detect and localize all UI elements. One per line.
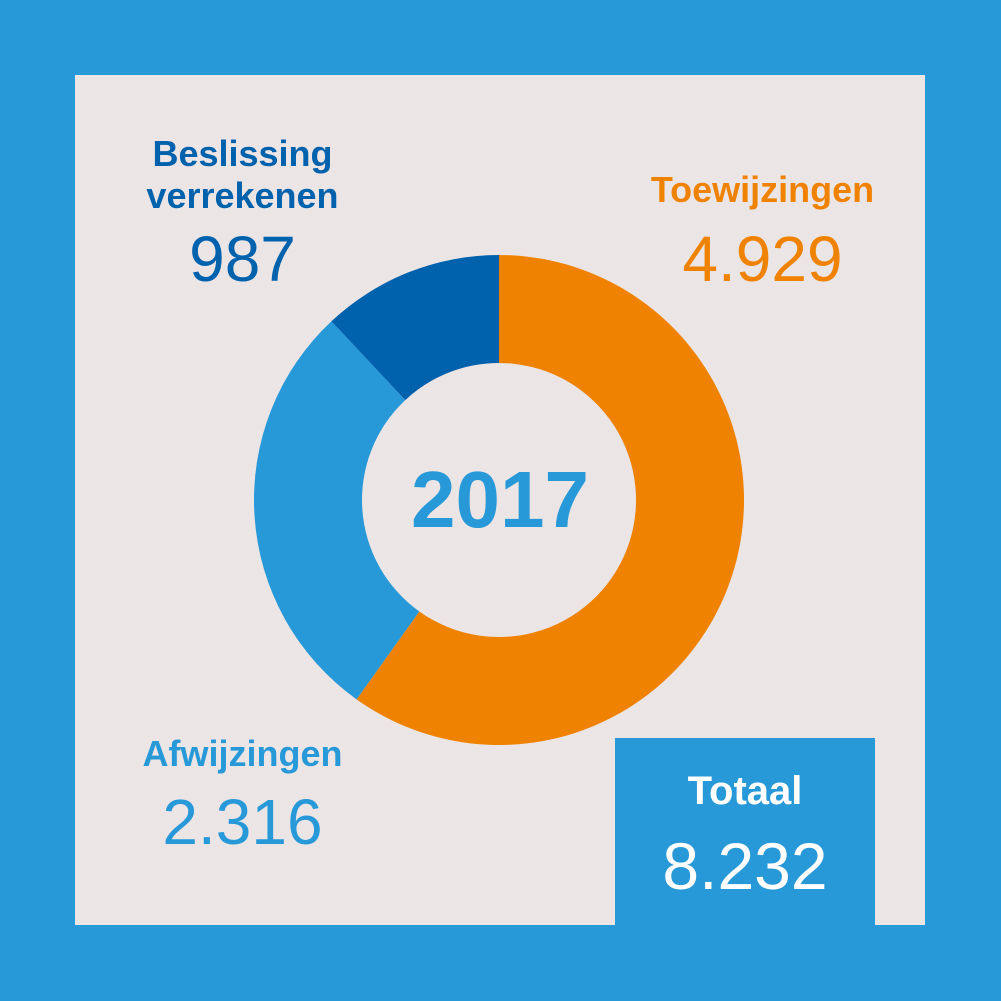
legend-label-afwijzingen: Afwijzingen xyxy=(142,733,343,774)
legend-label-toewijzingen: Toewijzingen xyxy=(650,169,875,210)
chart-title-year: 2017 xyxy=(411,455,589,544)
slice-beslissing xyxy=(331,255,499,401)
slice-toewijzingen xyxy=(356,255,745,745)
legend-label-beslissing: Beslissing verrekenen xyxy=(110,133,375,217)
data-label-beslissing: 987 xyxy=(189,223,296,295)
legend-label-beslissing-line2: verrekenen xyxy=(146,175,339,216)
data-label-toewijzingen: 4.929 xyxy=(682,223,843,295)
total-box: Totaal 8.232 xyxy=(615,738,875,1001)
slice-afwijzingen xyxy=(253,321,420,700)
total-value: 8.232 xyxy=(662,829,828,903)
data-label-afwijzingen: 2.316 xyxy=(162,786,323,858)
legend-label-beslissing-line1: Beslissing xyxy=(152,133,333,174)
total-label: Totaal xyxy=(687,769,803,813)
